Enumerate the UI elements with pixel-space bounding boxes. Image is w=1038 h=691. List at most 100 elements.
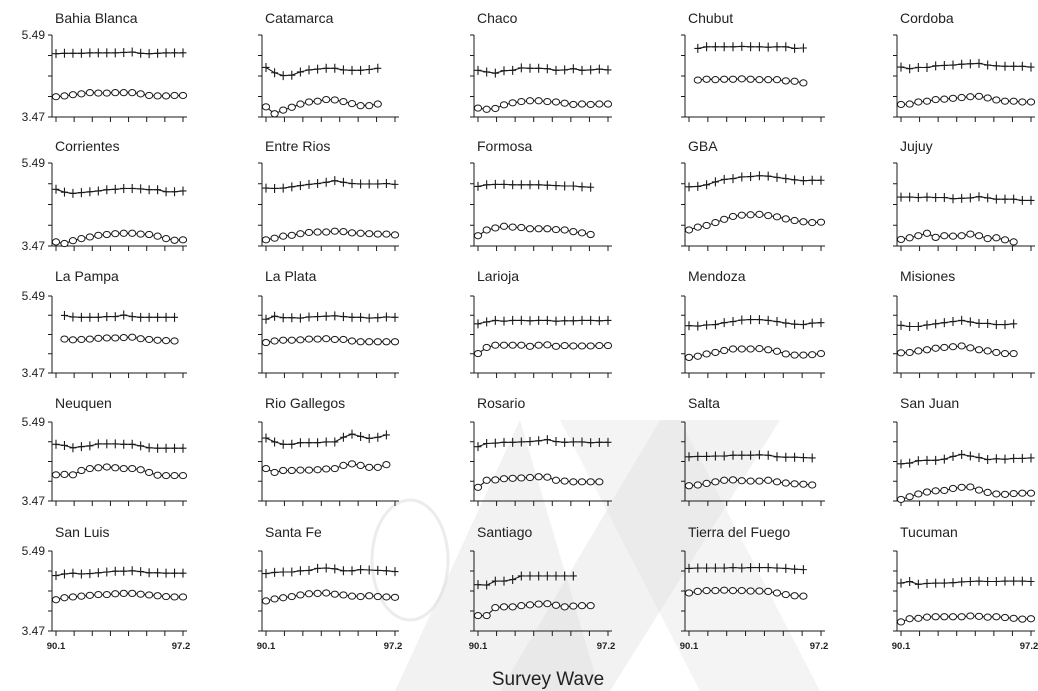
plus-marker bbox=[569, 64, 577, 74]
circle-marker bbox=[153, 336, 162, 344]
plus-marker bbox=[914, 579, 922, 589]
circle-marker bbox=[322, 228, 331, 236]
circle-marker bbox=[931, 613, 940, 621]
series-line bbox=[477, 100, 608, 110]
circle-marker bbox=[764, 76, 773, 84]
circle-marker bbox=[178, 471, 188, 480]
plus-marker bbox=[262, 62, 270, 72]
plus-marker bbox=[154, 568, 162, 578]
plus-marker bbox=[120, 183, 128, 193]
x-tick-label: 97.2 bbox=[810, 641, 829, 652]
plus-marker bbox=[799, 176, 807, 186]
circle-marker bbox=[145, 335, 154, 344]
plus-marker bbox=[595, 437, 603, 447]
circle-marker bbox=[1000, 97, 1010, 105]
circle-marker bbox=[304, 98, 314, 106]
plus-marker bbox=[932, 578, 940, 588]
plus-marker bbox=[314, 64, 322, 74]
plus-marker bbox=[799, 43, 807, 53]
plus-marker bbox=[288, 567, 296, 577]
series-plus bbox=[897, 576, 1035, 589]
chart-panel: Rio Gallegos bbox=[258, 395, 399, 506]
circle-marker bbox=[94, 334, 103, 342]
plus-marker bbox=[543, 180, 551, 190]
plus-marker bbox=[808, 175, 816, 185]
circle-marker bbox=[577, 602, 587, 610]
panel-title: GBA bbox=[688, 138, 718, 154]
plus-marker bbox=[773, 172, 781, 182]
circle-marker bbox=[684, 226, 694, 234]
circle-marker bbox=[77, 235, 86, 243]
plus-marker bbox=[509, 180, 517, 190]
series-circle bbox=[51, 229, 188, 248]
plus-marker bbox=[120, 47, 128, 57]
circle-marker bbox=[781, 479, 790, 487]
circle-marker bbox=[128, 589, 137, 597]
chart-panel: Larioja bbox=[470, 268, 613, 378]
plus-marker bbox=[729, 42, 737, 52]
circle-marker bbox=[737, 477, 746, 485]
plus-marker bbox=[975, 576, 983, 586]
circle-marker bbox=[128, 333, 137, 341]
circle-marker bbox=[595, 478, 604, 486]
circle-marker bbox=[914, 614, 923, 622]
series-plus bbox=[262, 62, 382, 81]
plus-marker bbox=[720, 318, 728, 328]
circle-marker bbox=[136, 230, 145, 238]
series-line bbox=[900, 615, 1032, 623]
plus-marker bbox=[145, 312, 153, 322]
circle-marker bbox=[896, 495, 906, 504]
circle-marker bbox=[737, 75, 746, 83]
panel-title: Neuquen bbox=[55, 395, 112, 411]
series-plus bbox=[52, 47, 187, 59]
circle-marker bbox=[525, 473, 535, 482]
circle-marker bbox=[119, 589, 128, 597]
circle-marker bbox=[287, 336, 296, 344]
panel-title: Entre Rios bbox=[265, 138, 330, 154]
circle-marker bbox=[992, 234, 1001, 242]
circle-marker bbox=[684, 353, 694, 361]
circle-marker bbox=[508, 223, 517, 231]
plus-marker bbox=[764, 450, 772, 460]
circle-marker bbox=[60, 594, 69, 602]
plus-marker bbox=[305, 65, 313, 75]
plus-marker bbox=[357, 431, 365, 441]
plus-marker bbox=[569, 181, 577, 191]
plus-marker bbox=[322, 437, 330, 447]
circle-marker bbox=[586, 602, 595, 610]
circle-marker bbox=[304, 335, 314, 343]
series-plus bbox=[474, 63, 612, 78]
circle-marker bbox=[957, 483, 966, 491]
circle-marker bbox=[279, 336, 288, 344]
plus-marker bbox=[578, 315, 586, 325]
plus-marker bbox=[587, 182, 595, 192]
series-line bbox=[901, 196, 1031, 201]
circle-marker bbox=[992, 613, 1001, 621]
circle-marker bbox=[772, 478, 782, 486]
circle-marker bbox=[693, 352, 702, 360]
circle-marker bbox=[356, 102, 365, 110]
circle-marker bbox=[270, 468, 279, 477]
plus-marker bbox=[77, 48, 85, 58]
plus-marker bbox=[500, 576, 508, 586]
circle-marker bbox=[1026, 615, 1036, 623]
circle-marker bbox=[153, 92, 162, 100]
circle-marker bbox=[128, 89, 137, 97]
plus-marker bbox=[365, 313, 373, 323]
circle-marker bbox=[1009, 349, 1018, 358]
plus-marker bbox=[535, 180, 543, 190]
plus-marker bbox=[154, 312, 162, 322]
panel-title: Formosa bbox=[477, 138, 532, 154]
circle-marker bbox=[974, 486, 984, 494]
chart-panel: Tierra del Fuego 90.1 97.2 bbox=[680, 524, 829, 652]
plus-marker bbox=[365, 179, 373, 189]
circle-marker bbox=[356, 461, 365, 470]
plus-marker bbox=[171, 187, 179, 197]
plus-marker bbox=[923, 192, 931, 202]
plus-marker bbox=[474, 319, 482, 329]
circle-marker bbox=[296, 591, 305, 599]
circle-marker bbox=[957, 232, 966, 240]
series-line bbox=[55, 570, 183, 577]
plus-marker bbox=[897, 459, 905, 469]
series-plus bbox=[474, 315, 612, 329]
